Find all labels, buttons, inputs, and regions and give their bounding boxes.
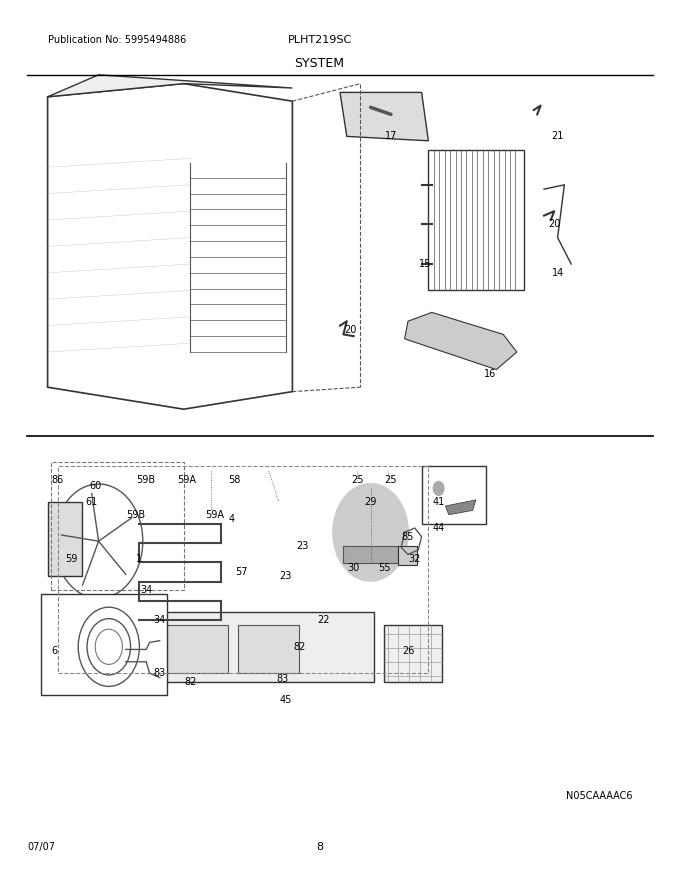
- Text: PLHT219SC: PLHT219SC: [288, 34, 352, 45]
- Text: 57: 57: [235, 567, 248, 577]
- Text: 41: 41: [432, 496, 445, 507]
- Text: 07/07: 07/07: [27, 841, 55, 852]
- Text: 25: 25: [385, 474, 397, 485]
- Circle shape: [54, 484, 143, 598]
- Polygon shape: [48, 75, 292, 97]
- Bar: [428, 150, 524, 290]
- Text: 34: 34: [154, 615, 166, 626]
- Text: 1: 1: [136, 554, 143, 564]
- Text: 14: 14: [551, 268, 564, 278]
- Text: 22: 22: [317, 615, 329, 626]
- Text: 23: 23: [279, 571, 292, 582]
- Circle shape: [433, 481, 444, 495]
- Text: 29: 29: [364, 496, 377, 507]
- Bar: [58, 466, 428, 673]
- Text: 20: 20: [344, 325, 356, 335]
- Polygon shape: [445, 500, 476, 515]
- Text: N05CAAAAC6: N05CAAAAC6: [566, 791, 632, 802]
- Text: 59: 59: [65, 554, 78, 564]
- Bar: [398, 546, 417, 565]
- Text: 30: 30: [347, 562, 360, 573]
- Text: 61: 61: [86, 496, 98, 507]
- Text: 17: 17: [385, 131, 397, 142]
- Text: 59A: 59A: [205, 510, 224, 520]
- Text: 4: 4: [228, 514, 235, 524]
- Text: 83: 83: [154, 668, 166, 678]
- Text: 25: 25: [351, 474, 363, 485]
- Text: 59B: 59B: [126, 510, 146, 520]
- Bar: [51, 462, 184, 590]
- Text: 21: 21: [551, 131, 564, 142]
- Text: 6: 6: [51, 646, 58, 656]
- Text: 59B: 59B: [137, 474, 156, 485]
- Bar: [384, 625, 442, 682]
- Polygon shape: [405, 312, 517, 370]
- Text: 15: 15: [419, 259, 431, 269]
- Bar: [422, 466, 486, 524]
- Text: 86: 86: [52, 474, 64, 485]
- Bar: [156, 612, 374, 682]
- Bar: [48, 502, 82, 576]
- Text: 58: 58: [228, 474, 241, 485]
- Text: SYSTEM: SYSTEM: [294, 57, 345, 70]
- Text: 23: 23: [296, 540, 309, 551]
- Circle shape: [333, 484, 408, 581]
- Text: 26: 26: [402, 646, 414, 656]
- Text: 82: 82: [293, 642, 305, 652]
- Text: 20: 20: [548, 219, 560, 230]
- Bar: [238, 625, 299, 673]
- Polygon shape: [48, 84, 292, 409]
- Text: Publication No: 5995494886: Publication No: 5995494886: [48, 34, 186, 45]
- Text: 83: 83: [276, 674, 288, 685]
- Text: 32: 32: [409, 554, 421, 564]
- Bar: [343, 546, 398, 563]
- Text: 8: 8: [316, 841, 323, 852]
- Text: 82: 82: [184, 677, 197, 687]
- Text: 34: 34: [140, 584, 152, 595]
- Text: 55: 55: [378, 562, 390, 573]
- Text: 59A: 59A: [177, 474, 197, 485]
- Text: 16: 16: [483, 369, 496, 379]
- Bar: [167, 625, 228, 673]
- Text: 44: 44: [432, 523, 445, 533]
- Polygon shape: [340, 92, 428, 141]
- Text: 45: 45: [279, 694, 292, 705]
- Text: 85: 85: [402, 532, 414, 542]
- Bar: [41, 594, 167, 695]
- Text: 60: 60: [89, 480, 101, 491]
